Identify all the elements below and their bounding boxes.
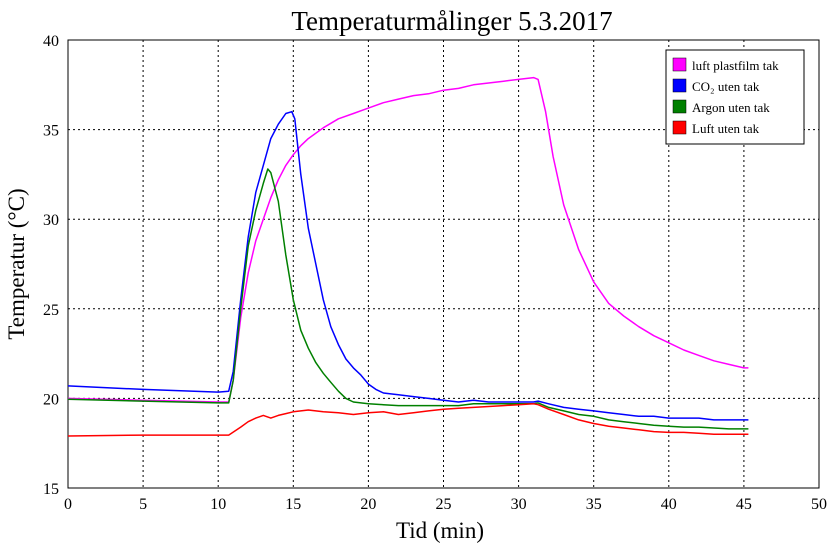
y-tick-label: 40 bbox=[43, 33, 59, 50]
x-tick-label: 25 bbox=[436, 496, 452, 513]
y-tick-label: 35 bbox=[43, 123, 59, 140]
x-tick-label: 20 bbox=[360, 496, 376, 513]
x-tick-label: 30 bbox=[511, 496, 527, 513]
series-lines bbox=[67, 76, 749, 437]
y-tick-label: 25 bbox=[43, 302, 59, 319]
legend-label: Argon uten tak bbox=[692, 100, 770, 115]
y-tick-label: 20 bbox=[43, 391, 59, 408]
plot-frame bbox=[67, 39, 820, 489]
legend-swatch bbox=[672, 99, 687, 114]
x-tick-label: 45 bbox=[736, 496, 752, 513]
legend-box bbox=[665, 49, 805, 145]
x-tick-label: 40 bbox=[661, 496, 677, 513]
x-tick-label: 5 bbox=[139, 496, 147, 513]
legend-label: Luft uten tak bbox=[692, 121, 760, 136]
x-axis: 0 5 10 15 20 25 30 35 40 45 50 bbox=[64, 496, 827, 513]
series-line-3 bbox=[67, 168, 749, 430]
series-line-2 bbox=[67, 110, 749, 421]
legend-label: luft plastfilm tak bbox=[692, 58, 779, 73]
x-tick-label: 0 bbox=[64, 496, 72, 513]
x-tick-label: 10 bbox=[210, 496, 226, 513]
x-axis-label: Tid (min) bbox=[396, 518, 484, 543]
legend-label: CO₂ uten tak bbox=[692, 79, 760, 94]
y-axis-label: Temperatur (°C) bbox=[4, 188, 29, 339]
legend-swatch bbox=[672, 57, 687, 72]
x-tick-label: 35 bbox=[586, 496, 602, 513]
y-axis: 15 20 25 30 35 40 bbox=[43, 33, 59, 498]
x-tick-label: 50 bbox=[811, 496, 827, 513]
x-tick-label: 15 bbox=[285, 496, 301, 513]
chart-title: Temperaturmålinger 5.3.2017 bbox=[291, 6, 612, 36]
y-tick-label: 30 bbox=[43, 212, 59, 229]
legend-swatch bbox=[672, 120, 687, 135]
y-tick-label: 15 bbox=[43, 481, 59, 498]
legend-swatch bbox=[672, 78, 687, 93]
legend: luft plastfilm tak CO₂ uten tak Argon uten… bbox=[665, 49, 805, 145]
series-line-4 bbox=[67, 403, 749, 437]
series-line-1 bbox=[67, 76, 749, 403]
